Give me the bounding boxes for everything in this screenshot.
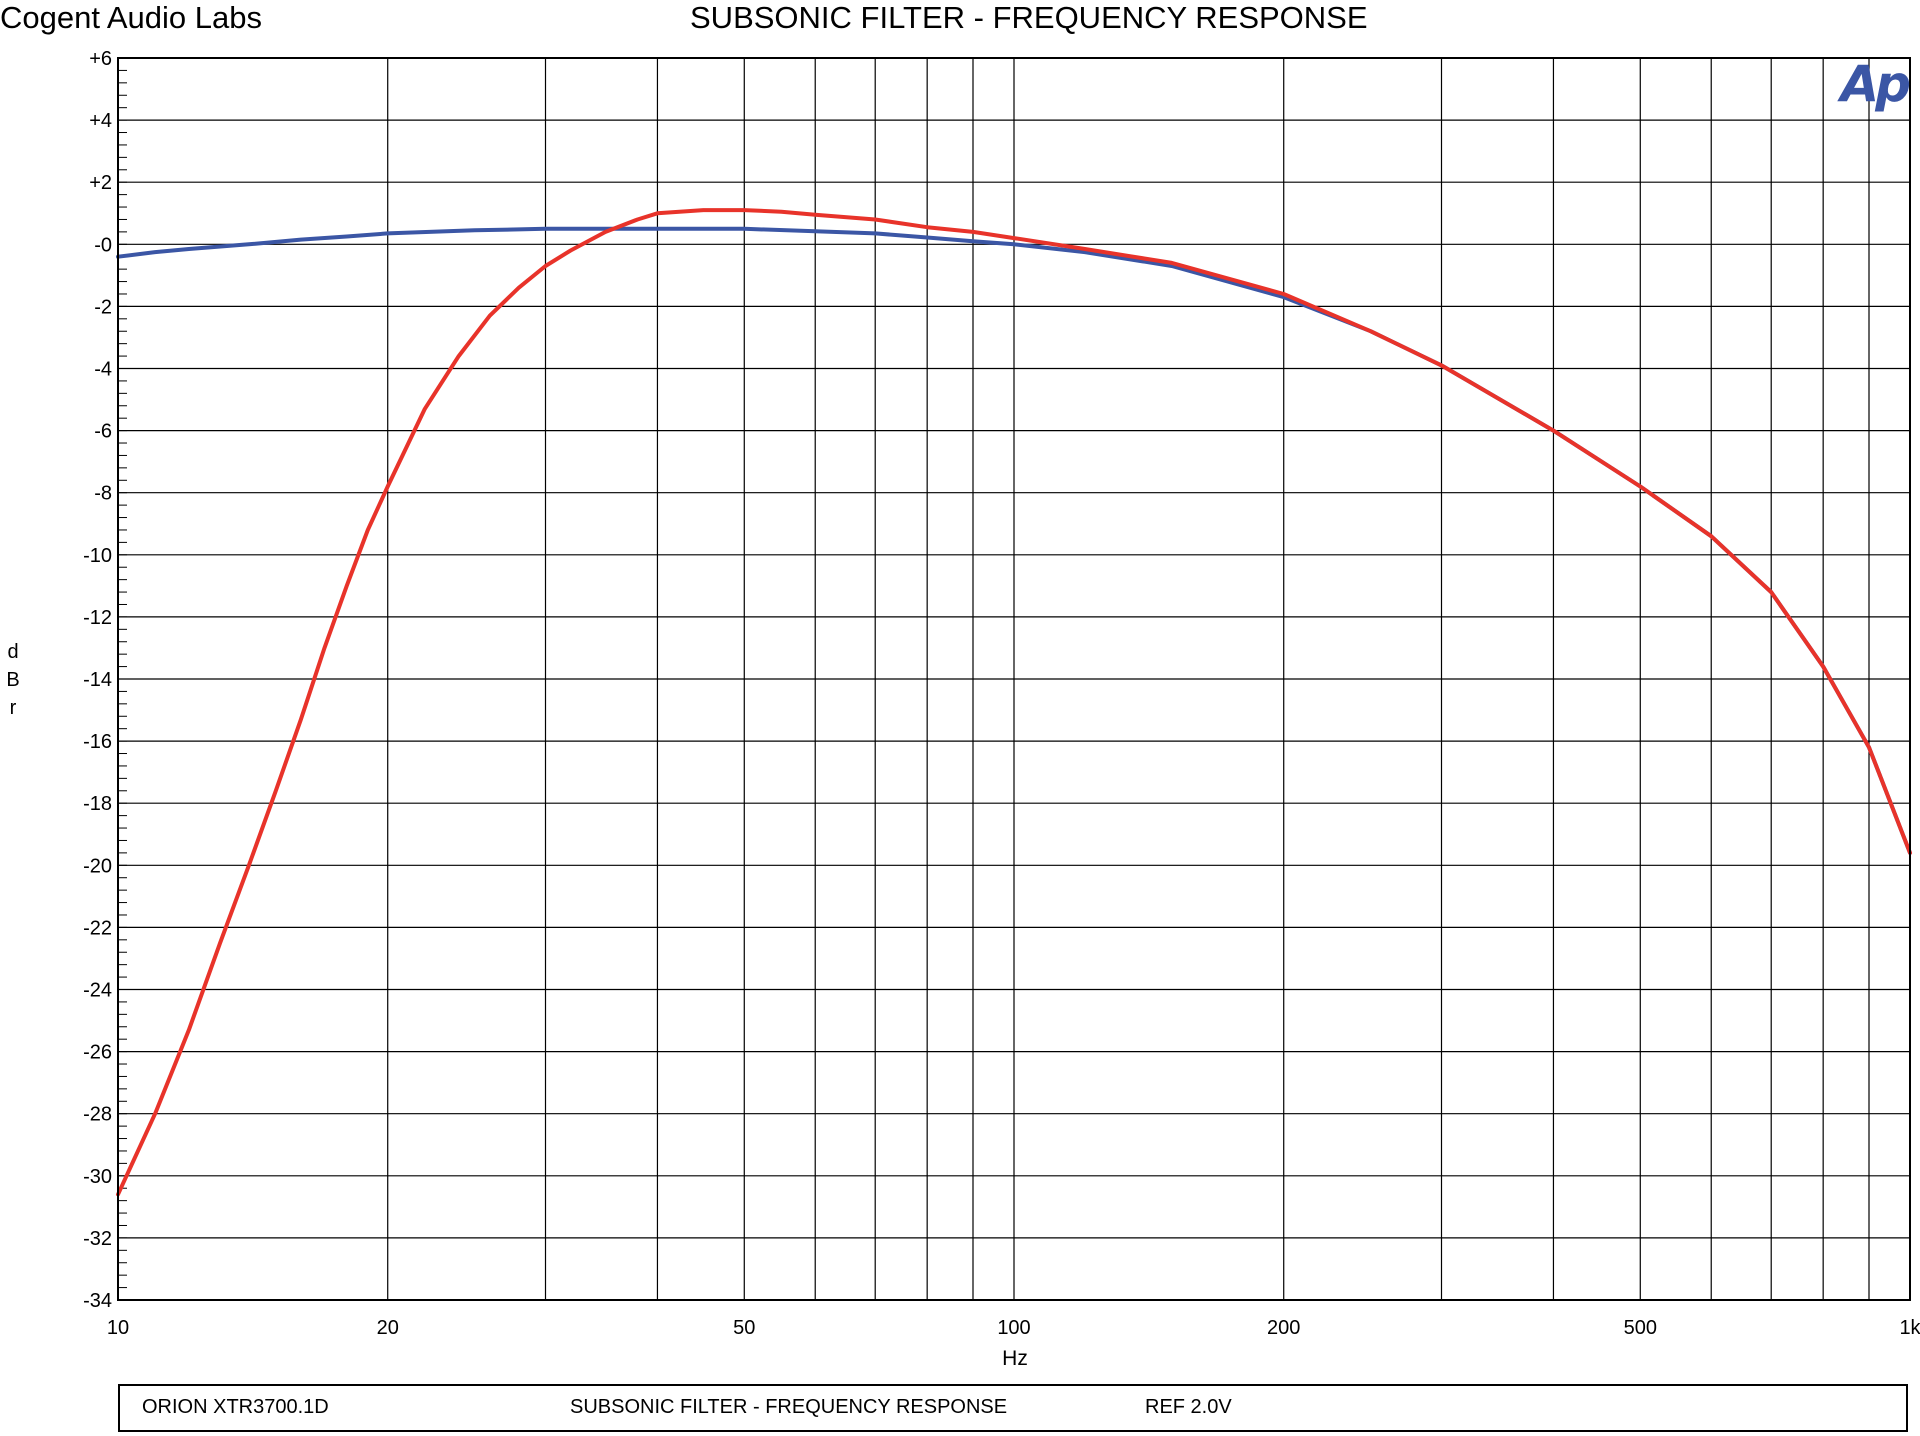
y-tick-label: +2 <box>89 172 112 194</box>
x-tick-label: 10 <box>107 1317 129 1339</box>
y-tick-label: -14 <box>83 669 112 691</box>
y-tick-label: -20 <box>83 855 112 877</box>
brand-label: Cogent Audio Labs <box>0 0 262 35</box>
x-axis-label: Hz <box>1002 1347 1028 1370</box>
footer-info-box: ORION XTR3700.1D SUBSONIC FILTER - FREQU… <box>118 1384 1908 1432</box>
y-tick-label: -4 <box>94 359 112 381</box>
y-tick-label: -26 <box>83 1042 112 1064</box>
chart-grid <box>118 58 1910 1300</box>
y-tick-label: -0 <box>94 234 112 256</box>
footer-reference: REF 2.0V <box>1145 1396 1232 1418</box>
chart-title: SUBSONIC FILTER - FREQUENCY RESPONSE <box>690 0 1368 35</box>
x-tick-label: 20 <box>377 1317 399 1339</box>
x-axis: 10 20 50 100 200 500 1k <box>107 1317 1920 1339</box>
y-tick-label: +6 <box>89 48 112 70</box>
series-lines <box>116 208 1912 1197</box>
y-tick-label: -10 <box>83 545 112 567</box>
y-tick-label: -12 <box>83 607 112 629</box>
y-tick-label: +4 <box>89 110 112 132</box>
audio-precision-logo-icon: Ap <box>1840 55 1911 113</box>
plot-frame <box>117 57 1911 1301</box>
y-tick-label: -32 <box>83 1228 112 1250</box>
y-tick-label: -24 <box>83 980 112 1002</box>
y-axis-label-char-b: B <box>6 669 20 691</box>
y-tick-label: -8 <box>94 483 112 505</box>
y-tick-label: -34 <box>83 1290 112 1312</box>
y-tick-label: -18 <box>83 793 112 815</box>
y-tick-label: -16 <box>83 731 112 753</box>
y-tick-label: -6 <box>94 421 112 443</box>
x-tick-label: 200 <box>1267 1317 1300 1339</box>
footer-description: SUBSONIC FILTER - FREQUENCY RESPONSE <box>570 1396 1008 1418</box>
x-tick-label: 50 <box>733 1317 755 1339</box>
x-tick-label: 500 <box>1624 1317 1657 1339</box>
series-line-2 <box>116 208 1912 1197</box>
y-axis-label-char-r: r <box>9 697 17 719</box>
y-tick-label: -30 <box>83 1166 112 1188</box>
y-axis: +6 +4 +2 -0 -2 -4 -6 -8 -10 -12 -14 -16 -18 -20 -22 -24… <box>83 48 112 1312</box>
footer-model: ORION XTR3700.1D <box>142 1396 329 1418</box>
y-tick-label: -2 <box>94 296 112 318</box>
y-tick-label: -28 <box>83 1104 112 1126</box>
y-axis-label: d B r <box>4 638 22 722</box>
x-tick-label: 1k <box>1899 1317 1920 1339</box>
y-minor-ticks <box>118 57 127 1301</box>
y-tick-label: -22 <box>83 917 112 939</box>
y-axis-label-char-d: d <box>7 641 19 663</box>
x-tick-label: 100 <box>997 1317 1030 1339</box>
